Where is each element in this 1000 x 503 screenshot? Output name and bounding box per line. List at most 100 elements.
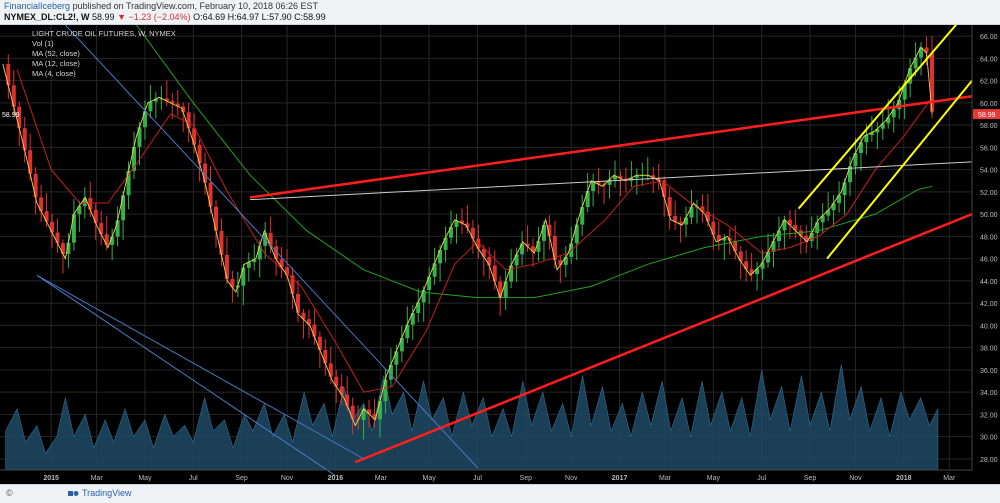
tradingview-brand[interactable]: TradingView [82,488,132,498]
symbol-info: NYMEX_DL:CL2!, W 58.99 ▼ −1.23 (−2.04%) … [4,12,326,22]
candle-body [208,182,213,207]
x-tick-label: 2017 [612,475,628,482]
candle-body [924,47,929,53]
candle-body [6,63,11,86]
candle-body [771,241,776,252]
x-tick-label: Nov [281,475,294,482]
axes: 66.00 64.00 62.00 60.00 58.00 56.00 54.00 52.00… [0,25,1000,482]
candle-body [377,401,382,420]
candle-body [547,224,552,237]
moving-averages [2,25,933,427]
candle-body [919,47,924,58]
candle-body [50,221,55,233]
ohlc-values: O:64.69 H:64.97 L:57.90 C:58.99 [193,12,326,22]
candle-body [317,336,322,350]
candle-body [142,111,147,128]
candle-body [295,294,300,313]
candle-body [459,220,464,224]
candle-body [520,243,525,255]
candle-body [443,237,448,250]
y-tick-label: 60.00 [980,101,998,108]
x-tick-label: Sep [804,475,817,482]
candle-body [438,249,443,264]
down-arrow-icon: ▼ [117,12,126,22]
candle-body [170,101,175,104]
candle-body [421,290,426,303]
x-tick-label: Mar [375,475,388,482]
trendline [36,274,365,460]
x-tick-label: Nov [849,475,862,482]
candle-body [476,238,481,249]
candle-body [71,214,76,243]
legend-entry: MA (4, close) [32,69,76,78]
y-tick-label: 50.00 [980,212,998,219]
trendline [354,212,973,464]
candle-body [623,178,628,181]
candle-body [787,219,792,226]
candle-body [596,181,601,185]
candle-body [591,181,596,192]
candle-body [848,166,853,183]
price-chart[interactable]: 66.00 64.00 62.00 60.00 58.00 56.00 54.00 52.00… [0,25,1000,484]
candle-body [66,242,71,254]
candle-body [465,223,470,228]
y-tick-label: 62.00 [980,79,998,86]
candle-body [607,179,612,185]
author-link[interactable]: FinancialIceberg [4,1,71,11]
x-tick-label: May [138,475,152,482]
candle-body [880,123,885,129]
candle-body [224,254,229,279]
candle-body [815,222,820,233]
symbol-label: NYMEX_DL:CL2!, W [4,12,90,22]
candle-body [432,263,437,277]
candle-body [110,236,115,245]
y-tick-label: 56.00 [980,145,998,152]
candle-body [115,220,120,237]
trendlines [36,25,973,476]
candle-body [427,276,432,291]
candle-body [186,112,191,129]
y-tick-label: 36.00 [980,368,998,375]
x-tick-label: May [423,475,437,482]
candle-body [328,363,333,377]
candle-body [39,197,44,212]
price-change: −1.23 (−2.04%) [128,12,191,22]
candle-body [667,197,672,216]
candle-body [738,251,743,262]
candle-body [722,237,727,241]
candle-body [345,394,350,406]
candle-body [383,379,388,402]
candle-body [744,261,749,270]
candle-body [826,210,831,216]
x-tick-label: Sep [235,475,248,482]
candle-body [853,152,858,167]
candle-body [755,268,760,275]
candle-body [525,243,530,247]
candle-body [339,386,344,395]
candle-body [820,215,825,223]
candle-body [203,163,208,183]
x-tick-label: 2018 [896,475,912,482]
candle-body [858,142,863,153]
trendline [797,25,958,210]
candle-body [705,211,710,222]
y-tick-label: 66.00 [980,34,998,41]
x-tick-label: Nov [565,475,578,482]
candle-body [700,206,705,212]
candle-body [11,85,16,107]
candle-body [416,302,421,313]
candle-body [580,207,585,225]
candle-body [842,182,847,196]
candle-body [902,83,907,100]
x-tick-label: Mar [91,475,104,482]
x-tick-label: Jul [189,475,198,482]
candle-body [645,175,650,177]
candle-body [514,254,519,266]
y-tick-label: 54.00 [980,168,998,175]
candle-body [192,128,197,145]
candle-body [509,265,514,282]
candle-body [93,209,98,224]
candle-body [241,267,246,286]
candle-body [274,246,279,260]
volume-area [5,364,939,471]
